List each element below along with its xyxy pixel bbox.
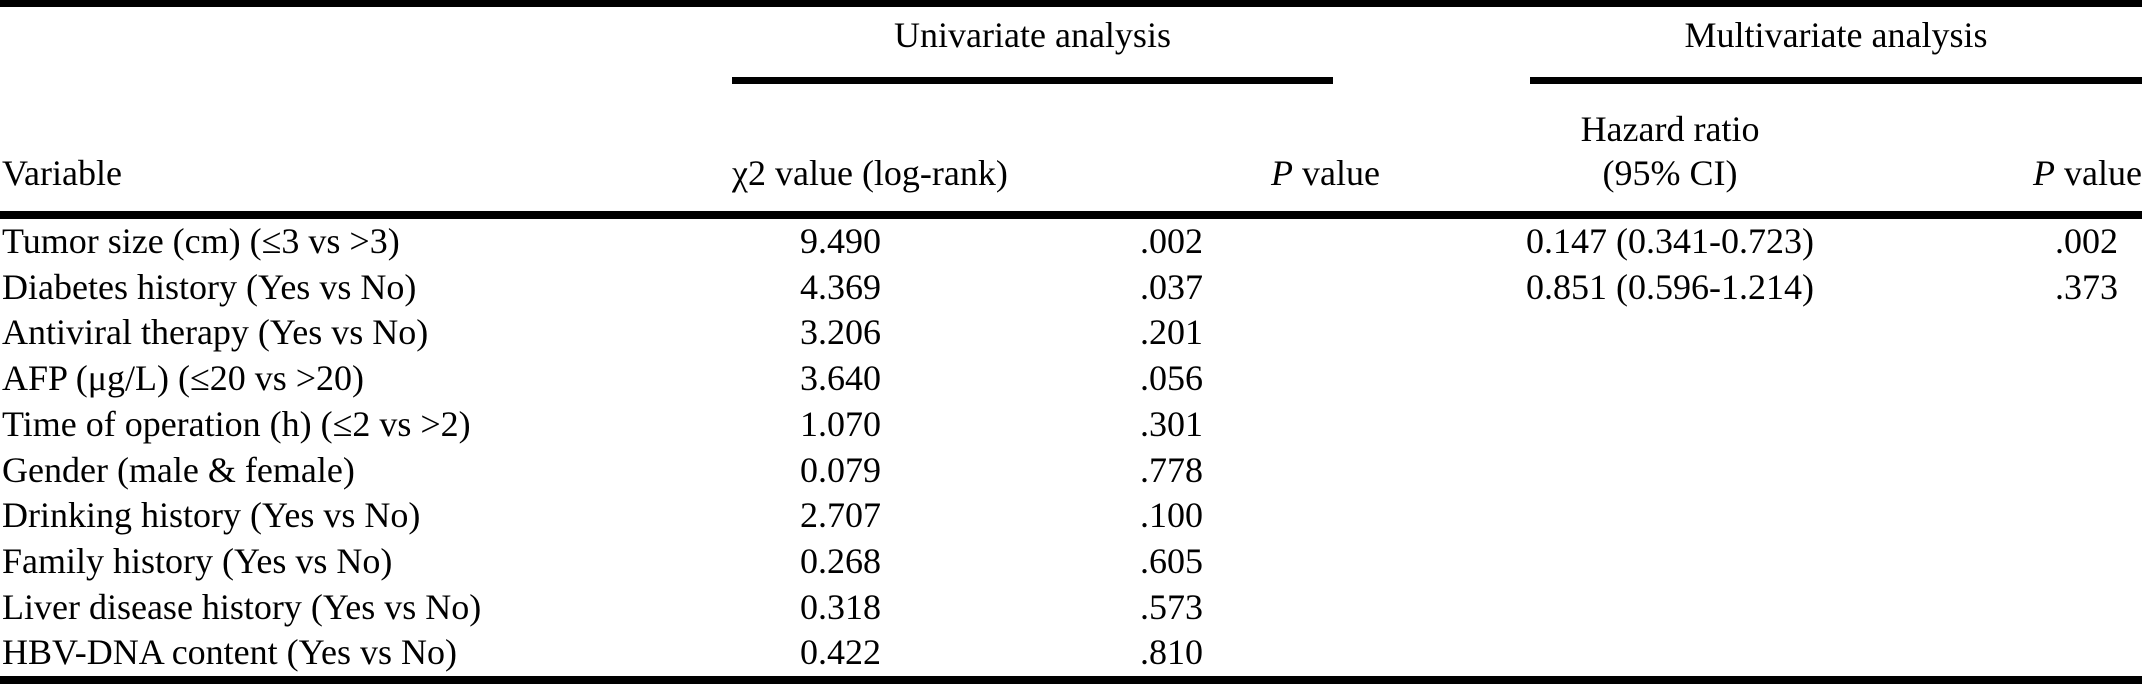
cell-p-multivariate	[1960, 310, 2142, 356]
column-header-chi2: χ2 value (log-rank)	[732, 153, 1008, 193]
cell-hazard-ratio	[1380, 356, 1960, 402]
cell-chi2: 0.318	[800, 586, 881, 627]
p-rest: value	[1293, 153, 1381, 193]
cell-hazard-ratio	[1380, 630, 1960, 680]
table-row: Family history (Yes vs No) 0.268 .605	[0, 539, 2142, 585]
cell-chi2: 0.422	[800, 632, 881, 673]
cell-chi2: 3.640	[800, 358, 881, 399]
group-header-spacer	[0, 4, 732, 85]
cell-variable: Liver disease history (Yes vs No)	[2, 586, 482, 627]
column-header-variable: Variable	[2, 153, 122, 193]
cell-p-multivariate: .002	[2055, 221, 2119, 261]
cell-chi2: 3.206	[800, 312, 881, 353]
cell-chi2: 4.369	[800, 266, 881, 307]
group-header-multivariate: Multivariate analysis	[1380, 4, 2142, 84]
table-row: HBV-DNA content (Yes vs No) 0.422 .810	[0, 630, 2142, 680]
p-rest: value	[2055, 153, 2142, 193]
hazard-ratio-line2: (95% CI)	[1602, 153, 1738, 193]
table-row: Gender (male & female) 0.079 .778	[0, 448, 2142, 494]
cell-p-multivariate	[1960, 493, 2142, 539]
cell-p-univariate: .056	[1140, 358, 1203, 399]
cell-chi2: 0.079	[800, 449, 881, 490]
table-row: Liver disease history (Yes vs No) 0.318 …	[0, 585, 2142, 631]
cell-hazard-ratio	[1380, 402, 1960, 448]
cell-p-multivariate	[1960, 356, 2142, 402]
cell-variable: Diabetes history (Yes vs No)	[2, 266, 417, 307]
cell-chi2: 0.268	[800, 540, 881, 581]
cell-hazard-ratio	[1380, 585, 1960, 631]
cell-variable: Drinking history (Yes vs No)	[2, 495, 421, 536]
cell-variable: AFP (μg/L) (≤20 vs >20)	[2, 358, 365, 399]
cell-variable: Gender (male & female)	[2, 449, 355, 490]
p-italic: P	[1271, 153, 1294, 193]
hazard-ratio-line1: Hazard ratio	[1580, 109, 1760, 149]
cell-hazard-ratio: 0.147 (0.341-0.723)	[1526, 221, 1814, 261]
cell-p-multivariate	[1960, 630, 2142, 680]
cell-hazard-ratio: 0.851 (0.596-1.214)	[1526, 266, 1814, 307]
cell-p-multivariate	[1960, 585, 2142, 631]
cell-chi2: 2.707	[800, 495, 881, 536]
table-row: Diabetes history (Yes vs No) 4.369 .037 …	[0, 265, 2142, 311]
cell-variable: Family history (Yes vs No)	[2, 540, 393, 581]
table-row: Time of operation (h) (≤2 vs >2) 1.070 .…	[0, 402, 2142, 448]
cell-p-multivariate	[1960, 448, 2142, 494]
cell-p-univariate: .605	[1140, 540, 1203, 581]
table-row: Antiviral therapy (Yes vs No) 3.206 .201	[0, 310, 2142, 356]
cell-p-univariate: .810	[1140, 632, 1203, 673]
cell-p-univariate: .037	[1140, 266, 1203, 307]
column-header-p-univariate: P value	[1140, 84, 1380, 215]
cell-p-multivariate: .373	[2055, 266, 2119, 307]
multivariate-analysis-label: Multivariate analysis	[1530, 7, 2142, 84]
table-row: Drinking history (Yes vs No) 2.707 .100	[0, 493, 2142, 539]
cell-p-univariate: .778	[1140, 449, 1203, 490]
column-header-hazard-ratio: Hazard ratio (95% CI)	[1380, 84, 1960, 215]
table-row: AFP (μg/L) (≤20 vs >20) 3.640 .056	[0, 356, 2142, 402]
cell-p-univariate: .301	[1140, 403, 1203, 444]
cell-chi2: 9.490	[800, 221, 881, 261]
cell-hazard-ratio	[1380, 539, 1960, 585]
cell-p-multivariate	[1960, 539, 2142, 585]
cell-hazard-ratio	[1380, 310, 1960, 356]
cell-p-univariate: .573	[1140, 586, 1203, 627]
cell-p-multivariate	[1960, 402, 2142, 448]
cell-chi2: 1.070	[800, 403, 881, 444]
column-header-row: Variable χ2 value (log-rank) P value Haz…	[0, 84, 2142, 215]
cell-hazard-ratio	[1380, 493, 1960, 539]
univariate-analysis-label: Univariate analysis	[732, 7, 1334, 84]
p-italic: P	[2033, 153, 2056, 193]
table-row: Tumor size (cm) (≤3 vs >3) 9.490 .002 0.…	[0, 215, 2142, 265]
cell-variable: Tumor size (cm) (≤3 vs >3)	[2, 221, 400, 261]
column-header-p-multivariate: P value	[1960, 84, 2142, 215]
group-header-row: Univariate analysis Multivariate analysi…	[0, 4, 2142, 85]
cell-hazard-ratio	[1380, 448, 1960, 494]
cell-variable: Antiviral therapy (Yes vs No)	[2, 312, 429, 353]
cell-p-univariate: .201	[1140, 312, 1203, 353]
cell-variable: Time of operation (h) (≤2 vs >2)	[2, 403, 471, 444]
cell-p-univariate: .100	[1140, 495, 1203, 536]
cell-p-univariate: .002	[1140, 221, 1203, 261]
group-header-univariate: Univariate analysis	[732, 4, 1380, 84]
cell-variable: HBV-DNA content (Yes vs No)	[2, 632, 458, 673]
